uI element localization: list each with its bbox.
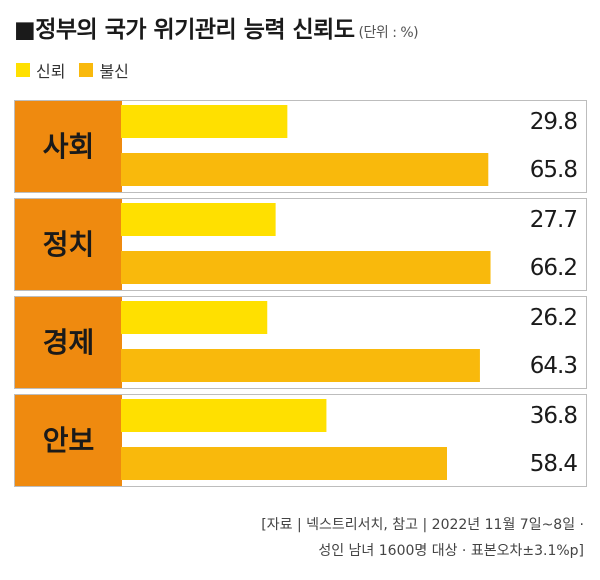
unit-label: (단위 : %): [358, 25, 419, 41]
legend-label-trust: 신뢰: [36, 62, 66, 81]
legend-item-distrust: 불신: [79, 58, 129, 82]
bar-trust: [121, 399, 327, 432]
category-label: 사회: [43, 130, 95, 163]
category-box: [15, 395, 122, 486]
data-label: 66.2: [530, 255, 577, 281]
bar-distrust: [121, 447, 447, 480]
legend-label-distrust: 불신: [99, 62, 129, 81]
category-box: [15, 297, 122, 388]
data-label: 64.3: [530, 353, 577, 379]
bar-trust: [121, 203, 276, 236]
bar-distrust: [121, 349, 480, 382]
data-label: 36.8: [530, 403, 578, 429]
category-label: 경제: [43, 326, 95, 359]
data-label: 26.2: [530, 305, 577, 331]
data-label: 65.8: [530, 157, 578, 183]
bar-distrust: [121, 251, 491, 284]
data-label: 27.7: [530, 207, 577, 233]
source-line-1: [자료 | 넥스트리서치, 참고 | 2022년 11월 7일~8일 ·: [261, 517, 584, 533]
category-label: 안보: [43, 424, 95, 457]
bar-trust: [121, 105, 288, 138]
data-label: 58.4: [530, 451, 578, 477]
chart-title: ■정부의 국가 위기관리 능력 신뢰도 (단위 : %): [14, 10, 419, 44]
bar-chart: 사회 29.8 65.8 정치 27.7 66.2 경제 26.2 64.3 안보 36.8 58.4: [14, 100, 587, 487]
data-label: 29.8: [530, 109, 578, 135]
legend-swatch-distrust: [79, 63, 94, 77]
legend-swatch-trust: [16, 63, 30, 77]
source-line-2: 성인 남녀 1600명 대상 · 표본오차±3.1%p]: [318, 543, 584, 559]
legend: 신뢰 불신: [16, 58, 143, 82]
category-label: 정치: [43, 228, 95, 261]
category-box: [15, 199, 122, 290]
category-box: [15, 101, 122, 192]
chart-title-text: ■정부의 국가 위기관리 능력 신뢰도: [14, 17, 355, 43]
bar-trust: [121, 301, 268, 334]
legend-item-trust: 신뢰: [16, 58, 65, 82]
source-note: [자료 | 넥스트리서치, 참고 | 2022년 11월 7일~8일 · 성인 …: [261, 512, 584, 564]
bar-distrust: [121, 153, 489, 186]
